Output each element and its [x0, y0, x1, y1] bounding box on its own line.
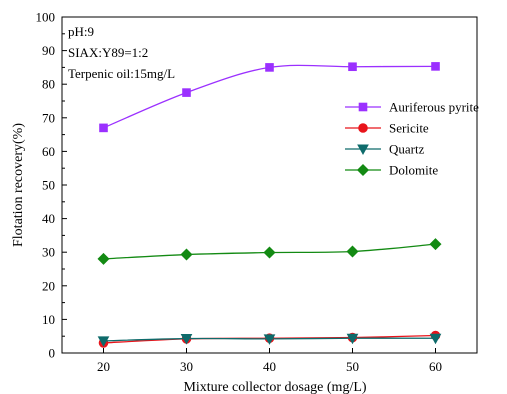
- x-tick-label: 60: [429, 359, 442, 374]
- data-point-auriferous-pyrite: [99, 123, 108, 133]
- data-point-dolomite: [180, 248, 193, 261]
- legend-marker-auriferous-pyrite: [358, 102, 368, 112]
- y-tick-label: 80: [42, 77, 55, 92]
- legend-label-quartz: Quartz: [389, 142, 425, 157]
- annotation-block: pH:9 SIAX:Y89=1:2 Terpenic oil:15mg/L: [68, 24, 175, 81]
- legend: Auriferous pyrite Sericite Quartz Dolomite: [345, 100, 479, 178]
- legend-label-dolomite: Dolomite: [389, 163, 438, 178]
- data-point-dolomite: [263, 246, 276, 259]
- y-tick-label: 90: [42, 43, 55, 58]
- data-point-auriferous-pyrite: [431, 62, 440, 71]
- legend-marker-quartz: [357, 144, 369, 156]
- y-tick-label: 30: [42, 245, 55, 260]
- y-axis-label: Flotation recovery(%): [11, 123, 26, 247]
- annotation-siax-ratio: SIAX:Y89=1:2: [68, 45, 148, 60]
- data-point-dolomite: [429, 238, 442, 251]
- x-tick-label: 20: [97, 359, 110, 374]
- x-tick-label: 50: [346, 359, 359, 374]
- y-tick-label: 10: [42, 312, 55, 327]
- x-tick-label: 30: [180, 359, 193, 374]
- annotation-ph: pH:9: [68, 24, 94, 39]
- legend-label-sericite: Sericite: [389, 121, 429, 136]
- y-tick-label: 0: [49, 346, 56, 361]
- x-axis-label: Mixture collector dosage (mg/L): [183, 380, 366, 394]
- y-tick-label: 50: [42, 178, 55, 193]
- data-point-auriferous-pyrite: [182, 88, 191, 97]
- data-point-dolomite: [346, 245, 359, 258]
- legend-label-auriferous-pyrite: Auriferous pyrite: [389, 100, 479, 115]
- legend-marker-dolomite: [356, 163, 370, 177]
- legend-marker-sericite: [358, 123, 368, 133]
- data-point-dolomite: [97, 252, 110, 265]
- y-tick-label: 20: [42, 278, 55, 293]
- y-tick-label: 70: [42, 110, 55, 125]
- data-point-auriferous-pyrite: [265, 63, 274, 72]
- y-tick-label: 40: [42, 211, 55, 226]
- y-tick-label: 100: [36, 10, 56, 25]
- data-point-quartz: [97, 336, 110, 347]
- data-point-quartz: [429, 333, 442, 345]
- series-layer: [97, 62, 442, 348]
- y-tick-label: 60: [42, 144, 55, 159]
- x-tick-label: 40: [263, 359, 276, 374]
- data-point-quartz: [346, 333, 359, 345]
- data-point-quartz: [263, 334, 276, 345]
- data-point-auriferous-pyrite: [348, 62, 357, 72]
- axis-ticks: 20 30 40 50 60 0 10 20 30 40 50 60 70 80 90 100: [36, 10, 443, 375]
- data-point-quartz: [180, 334, 193, 345]
- annotation-terpenic-oil: Terpenic oil:15mg/L: [68, 66, 175, 81]
